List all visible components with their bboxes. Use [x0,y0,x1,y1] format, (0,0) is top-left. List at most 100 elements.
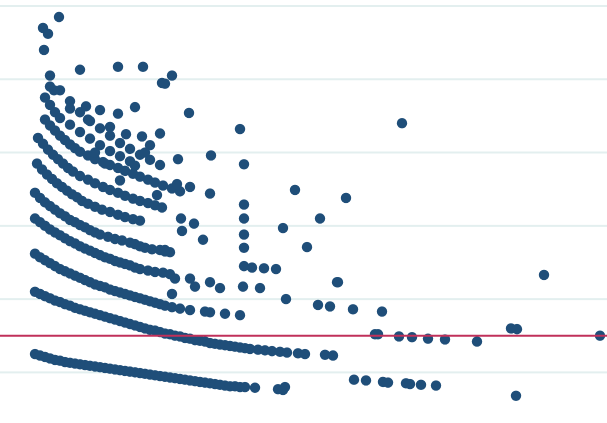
data-point [396,118,408,129]
data-point [188,218,200,229]
data-point [134,195,146,207]
data-point [238,159,250,170]
data-point [324,301,336,312]
data-point [175,213,187,224]
data-point [510,390,522,402]
data-point [82,114,94,125]
data-point [169,273,181,284]
data-point [176,225,188,237]
data-point [314,213,326,224]
data-point [376,306,388,317]
data-point [104,121,116,133]
data-point [238,229,250,240]
data-point [280,293,292,305]
data-point [104,206,116,218]
data-point [149,177,161,188]
data-point [219,308,231,319]
data-point [42,28,54,40]
data-point [89,178,101,189]
data-point [116,235,128,246]
data-point [94,229,106,240]
data-point [184,304,196,316]
data-point [119,165,131,177]
data-point [258,263,270,274]
data-point [281,347,293,358]
data-point [124,143,136,155]
data-point [166,288,178,300]
data-point [74,126,86,138]
data-point [112,61,124,73]
data-point [415,379,427,391]
data-point [348,374,360,385]
data-point [96,204,108,215]
data-point [136,131,148,142]
gridlines [0,5,607,374]
data-point [89,147,101,158]
data-point [74,146,86,158]
data-point [159,244,171,256]
data-point [94,123,106,134]
data-point [53,11,65,23]
data-point [112,108,124,119]
data-point [114,137,126,149]
data-point [154,159,166,171]
data-point [204,277,216,288]
data-point [471,336,483,347]
data-point [171,178,183,190]
data-point [301,241,313,253]
data-point [266,345,278,357]
data-point [99,158,111,169]
data-points [29,11,606,402]
data-point [119,211,131,223]
data-point [104,130,116,141]
data-point [312,299,324,311]
data-point [54,112,66,124]
data-point [94,104,106,116]
data-point [299,348,311,360]
data-point [184,181,196,193]
data-point [238,260,250,272]
data-point [156,202,168,213]
data-point [134,171,146,182]
data-point [183,107,195,119]
data-point [237,281,249,292]
data-point [144,140,156,151]
data-point [244,343,256,355]
data-point [340,192,352,204]
data-point [119,190,131,201]
data-point [204,188,216,199]
data-point [197,234,209,245]
data-point [319,349,331,360]
data-point [38,44,50,56]
data-point [146,244,158,255]
data-point [166,301,178,313]
data-point [151,189,163,201]
data-point [129,160,141,171]
data-point [64,96,76,107]
data-point [234,310,246,321]
data-point [159,78,171,89]
data-point [332,277,344,288]
data-point [289,184,301,196]
data-point [234,123,246,135]
data-point [270,263,282,275]
data-point [372,329,384,340]
data-point [279,381,291,393]
data-point [64,119,76,130]
data-point [94,140,106,151]
data-point [137,61,149,73]
data-point [205,150,217,161]
data-point [104,145,116,157]
data-point [120,129,132,140]
data-point [134,215,146,226]
data-point [48,85,60,96]
data-point [347,304,359,315]
data-point [254,282,266,294]
data-point [114,151,126,162]
data-point [44,70,56,81]
data-point [277,222,289,234]
data-point [239,381,251,393]
data-point [184,273,196,284]
data-point [154,128,166,139]
